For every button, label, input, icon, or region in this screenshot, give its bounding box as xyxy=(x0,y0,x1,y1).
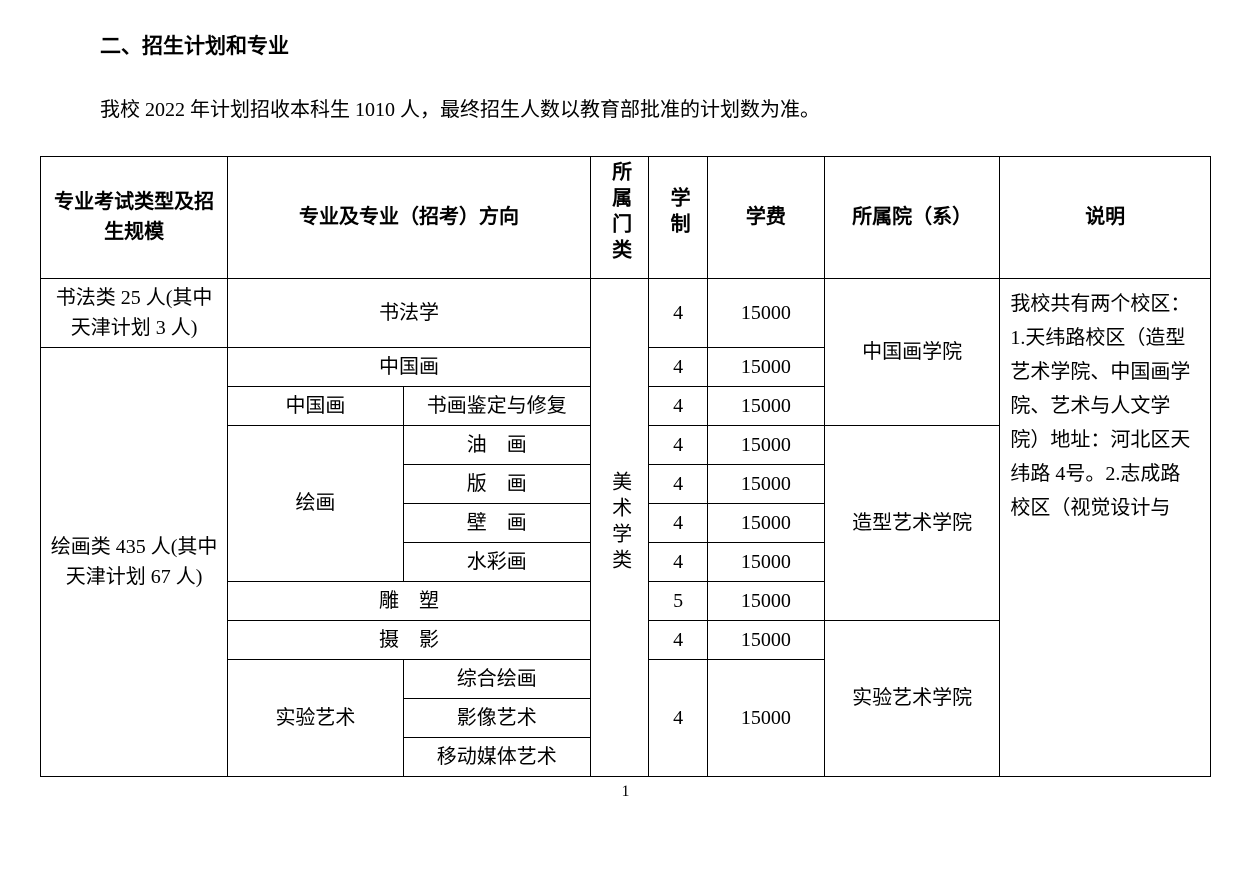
enrollment-table: 专业考试类型及招生规模 专业及专业（招考）方向 所属门类 学制 学费 所属院（系… xyxy=(40,156,1211,777)
header-major: 专业及专业（招考）方向 xyxy=(228,156,591,278)
cell-duration: 4 xyxy=(649,278,708,347)
cell-tuition: 15000 xyxy=(707,425,824,464)
cell-photography: 摄 影 xyxy=(228,620,591,659)
cell-watercolor: 水彩画 xyxy=(403,542,590,581)
cell-chinese-painting: 中国画 xyxy=(228,347,591,386)
cell-tuition: 15000 xyxy=(707,503,824,542)
cell-school-plastic: 造型艺术学院 xyxy=(824,425,1000,620)
table-row: 书法类 25 人(其中天津计划 3 人) 书法学 美术学类 4 15000 中国… xyxy=(41,278,1211,347)
cell-calligraphy-type: 书法类 25 人(其中天津计划 3 人) xyxy=(41,278,228,347)
cell-painting-major: 绘画 xyxy=(228,425,404,581)
cell-tuition: 15000 xyxy=(707,347,824,386)
cell-school-cn-painting: 中国画学院 xyxy=(824,278,1000,425)
header-tuition: 学费 xyxy=(707,156,824,278)
cell-tuition: 15000 xyxy=(707,386,824,425)
table-header-row: 专业考试类型及招生规模 专业及专业（招考）方向 所属门类 学制 学费 所属院（系… xyxy=(41,156,1211,278)
header-school: 所属院（系） xyxy=(824,156,1000,278)
cell-duration: 4 xyxy=(649,542,708,581)
cell-mural: 壁 画 xyxy=(403,503,590,542)
cell-category: 美术学类 xyxy=(590,278,649,776)
cell-exp-major: 实验艺术 xyxy=(228,659,404,776)
cell-tuition: 15000 xyxy=(707,620,824,659)
cell-school-exp: 实验艺术学院 xyxy=(824,620,1000,776)
cell-tuition: 15000 xyxy=(707,581,824,620)
cell-cp-sub-major: 中国画 xyxy=(228,386,404,425)
cell-sculpture: 雕 塑 xyxy=(228,581,591,620)
cell-painting-type: 绘画类 435 人(其中天津计划 67 人) xyxy=(41,347,228,776)
cell-duration: 5 xyxy=(649,581,708,620)
cell-exp-comprehensive: 综合绘画 xyxy=(403,659,590,698)
cell-tuition: 15000 xyxy=(707,542,824,581)
header-type: 专业考试类型及招生规模 xyxy=(41,156,228,278)
cell-duration: 4 xyxy=(649,503,708,542)
cell-exp-image: 影像艺术 xyxy=(403,698,590,737)
cell-calligraphy-major: 书法学 xyxy=(228,278,591,347)
header-note: 说明 xyxy=(1000,156,1211,278)
cell-duration: 4 xyxy=(649,386,708,425)
section-title: 二、招生计划和专业 xyxy=(100,30,1211,64)
cell-duration: 4 xyxy=(649,620,708,659)
cell-tuition: 15000 xyxy=(707,659,824,776)
page-number: 1 xyxy=(40,779,1211,805)
cell-duration: 4 xyxy=(649,347,708,386)
cell-note: 我校共有两个校区：1.天纬路校区（造型艺术学院、中国画学院、艺术与人文学院）地址… xyxy=(1000,278,1211,776)
cell-exp-mobile: 移动媒体艺术 xyxy=(403,737,590,776)
cell-oil: 油 画 xyxy=(403,425,590,464)
header-category: 所属门类 xyxy=(590,156,649,278)
intro-paragraph: 我校 2022 年计划招收本科生 1010 人，最终招生人数以教育部批准的计划数… xyxy=(100,94,1211,126)
cell-print: 版 画 xyxy=(403,464,590,503)
cell-tuition: 15000 xyxy=(707,278,824,347)
cell-tuition: 15000 xyxy=(707,464,824,503)
cell-duration: 4 xyxy=(649,659,708,776)
cell-cp-sub-direction: 书画鉴定与修复 xyxy=(403,386,590,425)
header-duration: 学制 xyxy=(649,156,708,278)
cell-duration: 4 xyxy=(649,425,708,464)
cell-duration: 4 xyxy=(649,464,708,503)
